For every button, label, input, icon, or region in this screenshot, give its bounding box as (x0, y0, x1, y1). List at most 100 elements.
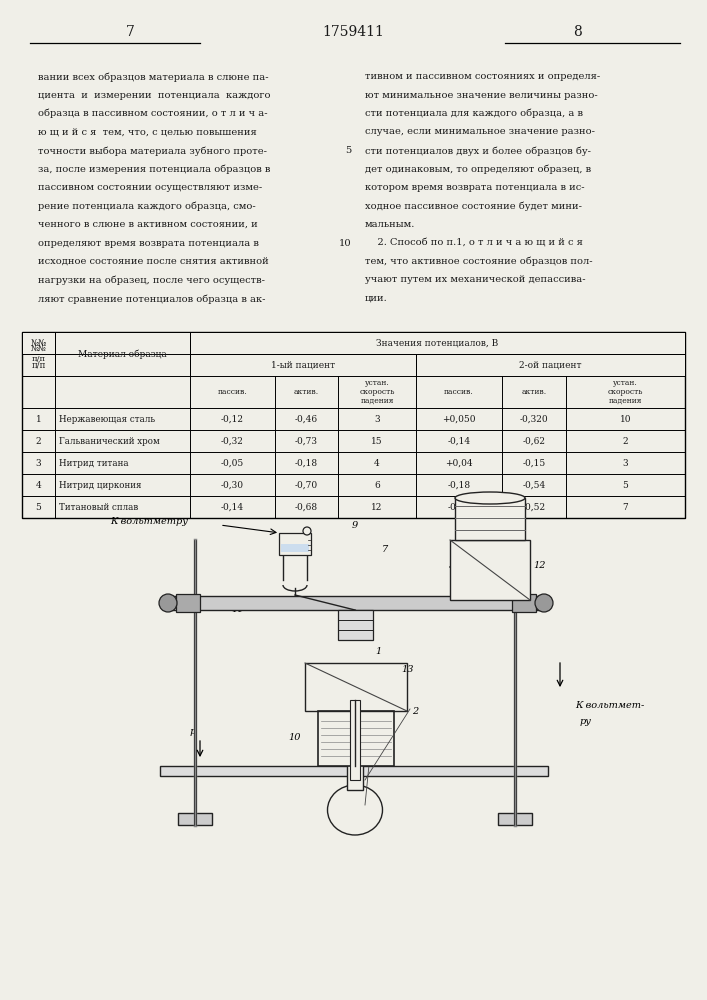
Text: 4: 4 (382, 597, 388, 606)
Text: 4: 4 (35, 481, 42, 489)
Bar (190, 332, 684, 354)
Text: вании всех образцов материала в слюне па-: вании всех образцов материала в слюне па… (38, 72, 269, 82)
Text: сти потенциала для каждого образца, а в: сти потенциала для каждого образца, а в (365, 109, 583, 118)
Text: -0,46: -0,46 (295, 414, 318, 424)
Bar (23, 332, 54, 354)
Text: -0,05: -0,05 (221, 458, 244, 468)
Polygon shape (347, 767, 352, 774)
Bar (338, 610, 373, 640)
Text: -0,70: -0,70 (295, 481, 318, 489)
Text: -0,12: -0,12 (221, 414, 244, 424)
Text: 1-ый пациент: 1-ый пациент (271, 360, 335, 369)
Text: пассивном состоянии осуществляют изме-: пассивном состоянии осуществляют изме- (38, 183, 262, 192)
Text: -0,18: -0,18 (295, 458, 318, 468)
Bar (190, 355, 416, 375)
Text: п/п: п/п (31, 360, 46, 369)
Text: -0,73: -0,73 (295, 436, 318, 446)
Text: за, после измерения потенциала образцов в: за, после измерения потенциала образцов … (38, 164, 270, 174)
Text: Материал образца: Материал образца (78, 349, 167, 359)
Bar (416, 355, 684, 375)
Ellipse shape (455, 492, 525, 504)
Text: 7: 7 (126, 25, 134, 39)
Polygon shape (358, 767, 363, 774)
Text: 2: 2 (412, 708, 418, 716)
Text: -0,32: -0,32 (221, 436, 244, 446)
Text: ю щ и й с я  тем, что, с целью повышения: ю щ и й с я тем, что, с целью повышения (38, 127, 257, 136)
Bar (170, 596, 545, 610)
Text: случае, если минимальное значение разно-: случае, если минимальное значение разно- (365, 127, 595, 136)
Text: 11: 11 (232, 605, 244, 614)
Text: 1759411: 1759411 (322, 25, 384, 39)
Text: К вольтмет-: К вольтмет- (575, 700, 644, 710)
Text: тивном и пассивном состояниях и определя-: тивном и пассивном состояниях и определя… (365, 72, 600, 81)
Text: образца в пассивном состоянии, о т л и ч а-: образца в пассивном состоянии, о т л и ч… (38, 109, 268, 118)
Text: -0,02: -0,02 (448, 502, 470, 512)
Bar (56, 332, 189, 354)
Text: 2: 2 (623, 436, 629, 446)
Text: 7: 7 (623, 502, 629, 512)
Text: -0,30: -0,30 (221, 481, 244, 489)
Bar (178, 813, 212, 825)
Text: Значения потенциалов, В: Значения потенциалов, В (376, 338, 498, 348)
Text: актив.: актив. (294, 388, 319, 396)
Text: 12: 12 (371, 502, 382, 512)
Text: 10: 10 (339, 238, 351, 247)
Text: ляют сравнение потенциалов образца в ак-: ляют сравнение потенциалов образца в ак- (38, 294, 266, 304)
Text: ру: ру (580, 718, 592, 726)
Text: циента  и  измерении  потенциала  каждого: циента и измерении потенциала каждого (38, 91, 271, 100)
Bar (160, 766, 548, 776)
Text: 6: 6 (374, 481, 380, 489)
Text: тем, что активное состояние образцов пол-: тем, что активное состояние образцов пол… (365, 257, 592, 266)
Bar (281, 544, 309, 552)
Text: 10: 10 (288, 734, 301, 742)
Text: 12: 12 (534, 560, 547, 570)
Bar (279, 533, 311, 555)
Text: ции.: ции. (365, 294, 387, 303)
Text: 3: 3 (35, 458, 41, 468)
Text: 3: 3 (623, 458, 629, 468)
Bar (318, 711, 394, 766)
Bar (305, 663, 407, 711)
Text: 9: 9 (352, 520, 358, 530)
Text: учают путем их механической депассива-: учают путем их механической депассива- (365, 275, 585, 284)
Text: 5: 5 (623, 481, 629, 489)
Text: 15: 15 (371, 436, 382, 446)
Text: 2: 2 (35, 436, 41, 446)
Text: нагрузки на образец, после чего осуществ-: нагрузки на образец, после чего осуществ… (38, 275, 265, 285)
Text: Титановый сплав: Титановый сплав (59, 502, 139, 512)
Text: -0,62: -0,62 (522, 436, 546, 446)
Text: 3: 3 (374, 414, 380, 424)
Text: котором время возврата потенциала в ис-: котором время возврата потенциала в ис- (365, 183, 585, 192)
Bar (455, 498, 525, 540)
Text: -0,54: -0,54 (522, 481, 546, 489)
Text: актив.: актив. (522, 388, 547, 396)
Text: ченного в слюне в активном состоянии, и: ченного в слюне в активном состоянии, и (38, 220, 258, 229)
Text: определяют время возврата потенциала в: определяют время возврата потенциала в (38, 238, 259, 247)
Text: 2. Способ по п.1, о т л и ч а ю щ и й с я: 2. Способ по п.1, о т л и ч а ю щ и й с … (365, 238, 583, 247)
Text: 7: 7 (382, 546, 388, 554)
Text: -0,18: -0,18 (448, 481, 471, 489)
Text: +0,050: +0,050 (443, 414, 476, 424)
Text: №№: №№ (30, 338, 47, 348)
Text: 13: 13 (402, 666, 414, 674)
Text: мальным.: мальным. (365, 220, 416, 229)
Text: 8: 8 (573, 25, 583, 39)
Text: точности выбора материала зубного проте-: точности выбора материала зубного проте- (38, 146, 267, 155)
Text: пассив.: пассив. (218, 388, 247, 396)
Text: Гальванический хром: Гальванический хром (59, 436, 160, 446)
Text: 1: 1 (35, 414, 42, 424)
Text: сти потенциалов двух и более образцов бу-: сти потенциалов двух и более образцов бу… (365, 146, 591, 155)
Text: 1: 1 (375, 648, 381, 656)
Text: 8: 8 (487, 536, 493, 544)
Text: -0,15: -0,15 (522, 458, 546, 468)
Text: 10: 10 (620, 414, 631, 424)
Text: ходное пассивное состояние будет мини-: ходное пассивное состояние будет мини- (365, 202, 582, 211)
Text: ют минимальное значение величины разно-: ют минимальное значение величины разно- (365, 91, 597, 100)
Bar (498, 813, 532, 825)
Bar (22, 332, 685, 518)
Text: устан.
скорость
падения: устан. скорость падения (359, 379, 395, 405)
Text: №№
п/п: №№ п/п (30, 345, 47, 363)
Text: 6: 6 (487, 580, 493, 589)
Ellipse shape (327, 785, 382, 835)
Text: устан.
скорость
падения: устан. скорость падения (608, 379, 643, 405)
